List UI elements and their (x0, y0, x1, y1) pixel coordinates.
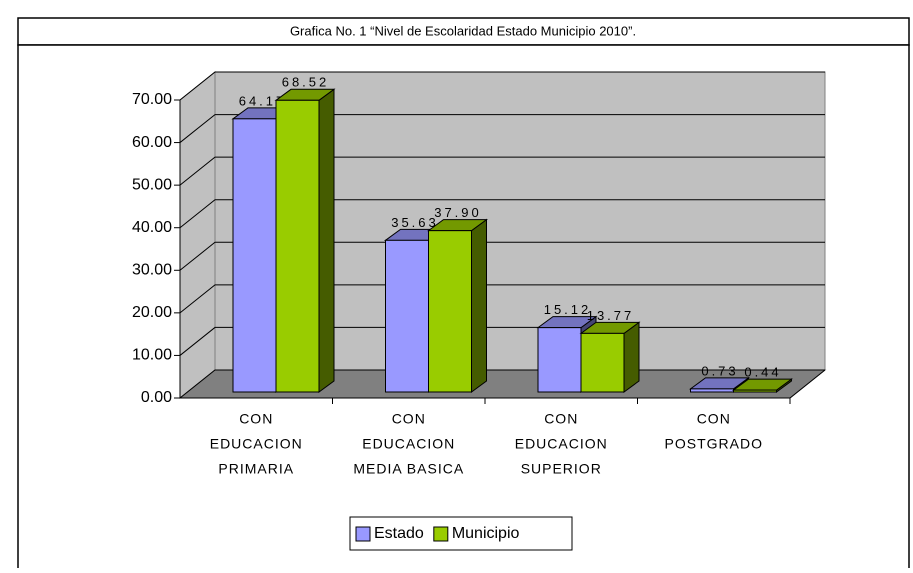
bar (690, 388, 734, 393)
grid-line (179, 71, 825, 101)
value-label: 37.90 (434, 205, 482, 220)
y-tick-label: 60.00 (132, 134, 172, 151)
legend-swatch (355, 526, 371, 542)
y-tick-label: 20.00 (132, 304, 172, 321)
x-tick-label: EDUCACION (515, 436, 608, 452)
x-tick-label: CON (697, 411, 731, 427)
x-tick-label: EDUCACION (210, 436, 303, 452)
y-tick-label: 40.00 (132, 219, 172, 236)
bar (537, 327, 582, 393)
value-label: 68.52 (282, 75, 330, 90)
grid-line (179, 156, 825, 186)
value-label: 0.73 (701, 363, 738, 378)
chart-title: Grafica No. 1 “Nivel de Escolaridad Esta… (290, 23, 636, 38)
bar (733, 389, 777, 393)
bar (275, 99, 320, 393)
bar-side (471, 218, 487, 393)
grid-line (179, 199, 825, 229)
bar (428, 230, 472, 393)
legend-box (349, 516, 573, 551)
title-box (17, 17, 910, 46)
grid-line (179, 241, 825, 271)
x-tick-label: EDUCACION (362, 436, 455, 452)
bar (232, 118, 277, 393)
bar (385, 239, 429, 393)
x-tick-label: MEDIA BASICA (353, 461, 464, 477)
grid-line (179, 284, 825, 314)
value-label: 64.17 (239, 93, 287, 108)
x-tick-label: CON (392, 411, 426, 427)
y-tick-label: 50.00 (132, 176, 172, 193)
x-tick-label: PRIMARIA (218, 461, 294, 477)
side-wall (179, 70, 216, 400)
bar-side (623, 321, 640, 393)
bar (580, 332, 625, 393)
legend-label: Municipio (452, 525, 520, 542)
value-label: 0.44 (744, 365, 781, 380)
y-tick-label: 10.00 (132, 347, 172, 364)
y-tick-label: 70.00 (132, 91, 172, 108)
y-tick-label: 0.00 (141, 389, 172, 406)
grid-line (179, 114, 825, 143)
value-label: 35.63 (391, 215, 439, 230)
x-tick-label: CON (544, 411, 578, 427)
x-tick-label: POSTGRADO (665, 436, 763, 452)
x-tick-label: SUPERIOR (521, 461, 602, 477)
legend-label: Estado (374, 525, 424, 542)
legend-swatch (433, 526, 449, 542)
bar-side (318, 88, 335, 393)
x-tick-label: CON (239, 411, 273, 427)
value-label: 15.12 (544, 302, 592, 317)
value-label: 13.77 (587, 308, 635, 323)
y-tick-label: 30.00 (132, 262, 172, 279)
